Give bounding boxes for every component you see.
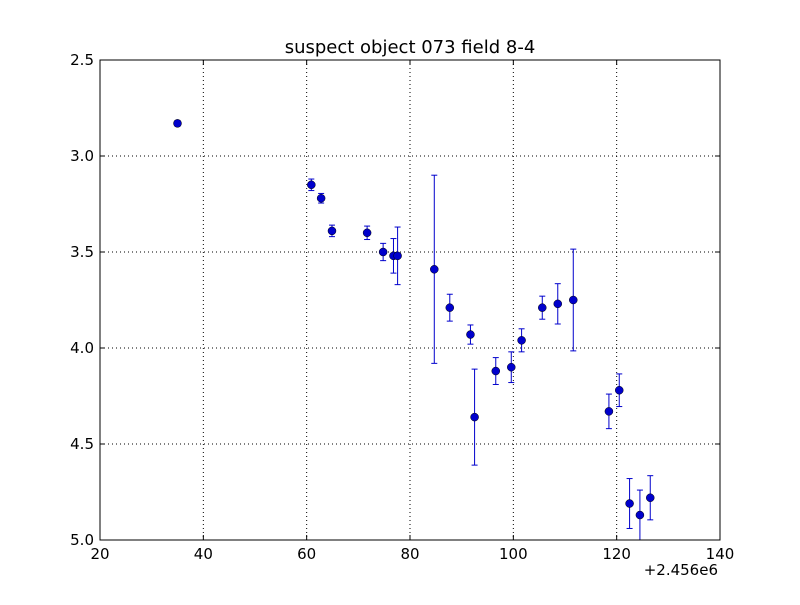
data-point	[604, 393, 614, 430]
data-point	[491, 357, 501, 385]
x-tick-label: 140	[706, 545, 735, 563]
data-marker	[316, 193, 326, 203]
data-marker	[615, 385, 624, 395]
data-marker	[307, 180, 316, 190]
data-marker	[604, 407, 614, 416]
y-tick-label: 3.0	[70, 147, 94, 165]
data-marker	[466, 330, 475, 339]
data-point	[173, 119, 182, 128]
data-marker	[569, 295, 578, 305]
data-point	[327, 224, 337, 238]
data-marker	[553, 299, 563, 309]
data-marker	[362, 228, 372, 238]
data-point	[538, 295, 547, 320]
chart-title: suspect object 073 field 8-4	[285, 37, 536, 58]
data-point	[615, 373, 624, 408]
grid-lines	[100, 60, 720, 540]
x-tick-label: 20	[90, 545, 109, 563]
data-marker	[635, 510, 645, 520]
data-point	[470, 368, 479, 466]
data-point	[625, 478, 634, 529]
data-point	[646, 475, 655, 521]
data-point	[362, 225, 372, 241]
data-point	[553, 283, 563, 325]
data-marker	[491, 366, 501, 376]
data-point	[393, 226, 402, 286]
y-tick-label: 4.5	[70, 435, 94, 453]
data-marker	[625, 499, 634, 508]
data-marker	[430, 265, 439, 274]
data-marker	[538, 303, 547, 312]
data-point	[316, 192, 326, 204]
x-tick-label: 100	[499, 545, 528, 563]
data-marker	[173, 119, 182, 128]
x-tick-label: 80	[400, 545, 419, 563]
x-offset-label: +2.456e6	[644, 561, 718, 579]
data-marker	[470, 412, 479, 422]
x-tick-label: 120	[602, 545, 631, 563]
data-point	[517, 328, 526, 353]
y-tick-label: 5.0	[70, 531, 94, 549]
data-point	[466, 324, 475, 345]
x-tick-label: 60	[297, 545, 316, 563]
data-point	[307, 178, 316, 192]
x-tick-label: 40	[194, 545, 213, 563]
data-marker	[445, 303, 455, 312]
axis-ticks: 20 40 60 80 100 120 140 2.5 3.0 3.5 4.0 4.5 5.0	[70, 51, 734, 563]
data-point	[430, 174, 439, 364]
data-marker	[646, 493, 655, 503]
y-tick-label: 4.0	[70, 339, 94, 357]
data-marker	[327, 226, 337, 236]
data-points	[173, 119, 655, 541]
data-point	[445, 293, 455, 322]
data-marker	[517, 336, 526, 345]
y-tick-label: 2.5	[70, 51, 94, 69]
data-point	[378, 242, 388, 262]
data-point	[507, 351, 516, 384]
data-marker	[378, 247, 388, 257]
data-marker	[507, 362, 516, 372]
data-point	[569, 248, 578, 352]
y-tick-label: 3.5	[70, 243, 94, 261]
data-marker	[393, 251, 402, 261]
